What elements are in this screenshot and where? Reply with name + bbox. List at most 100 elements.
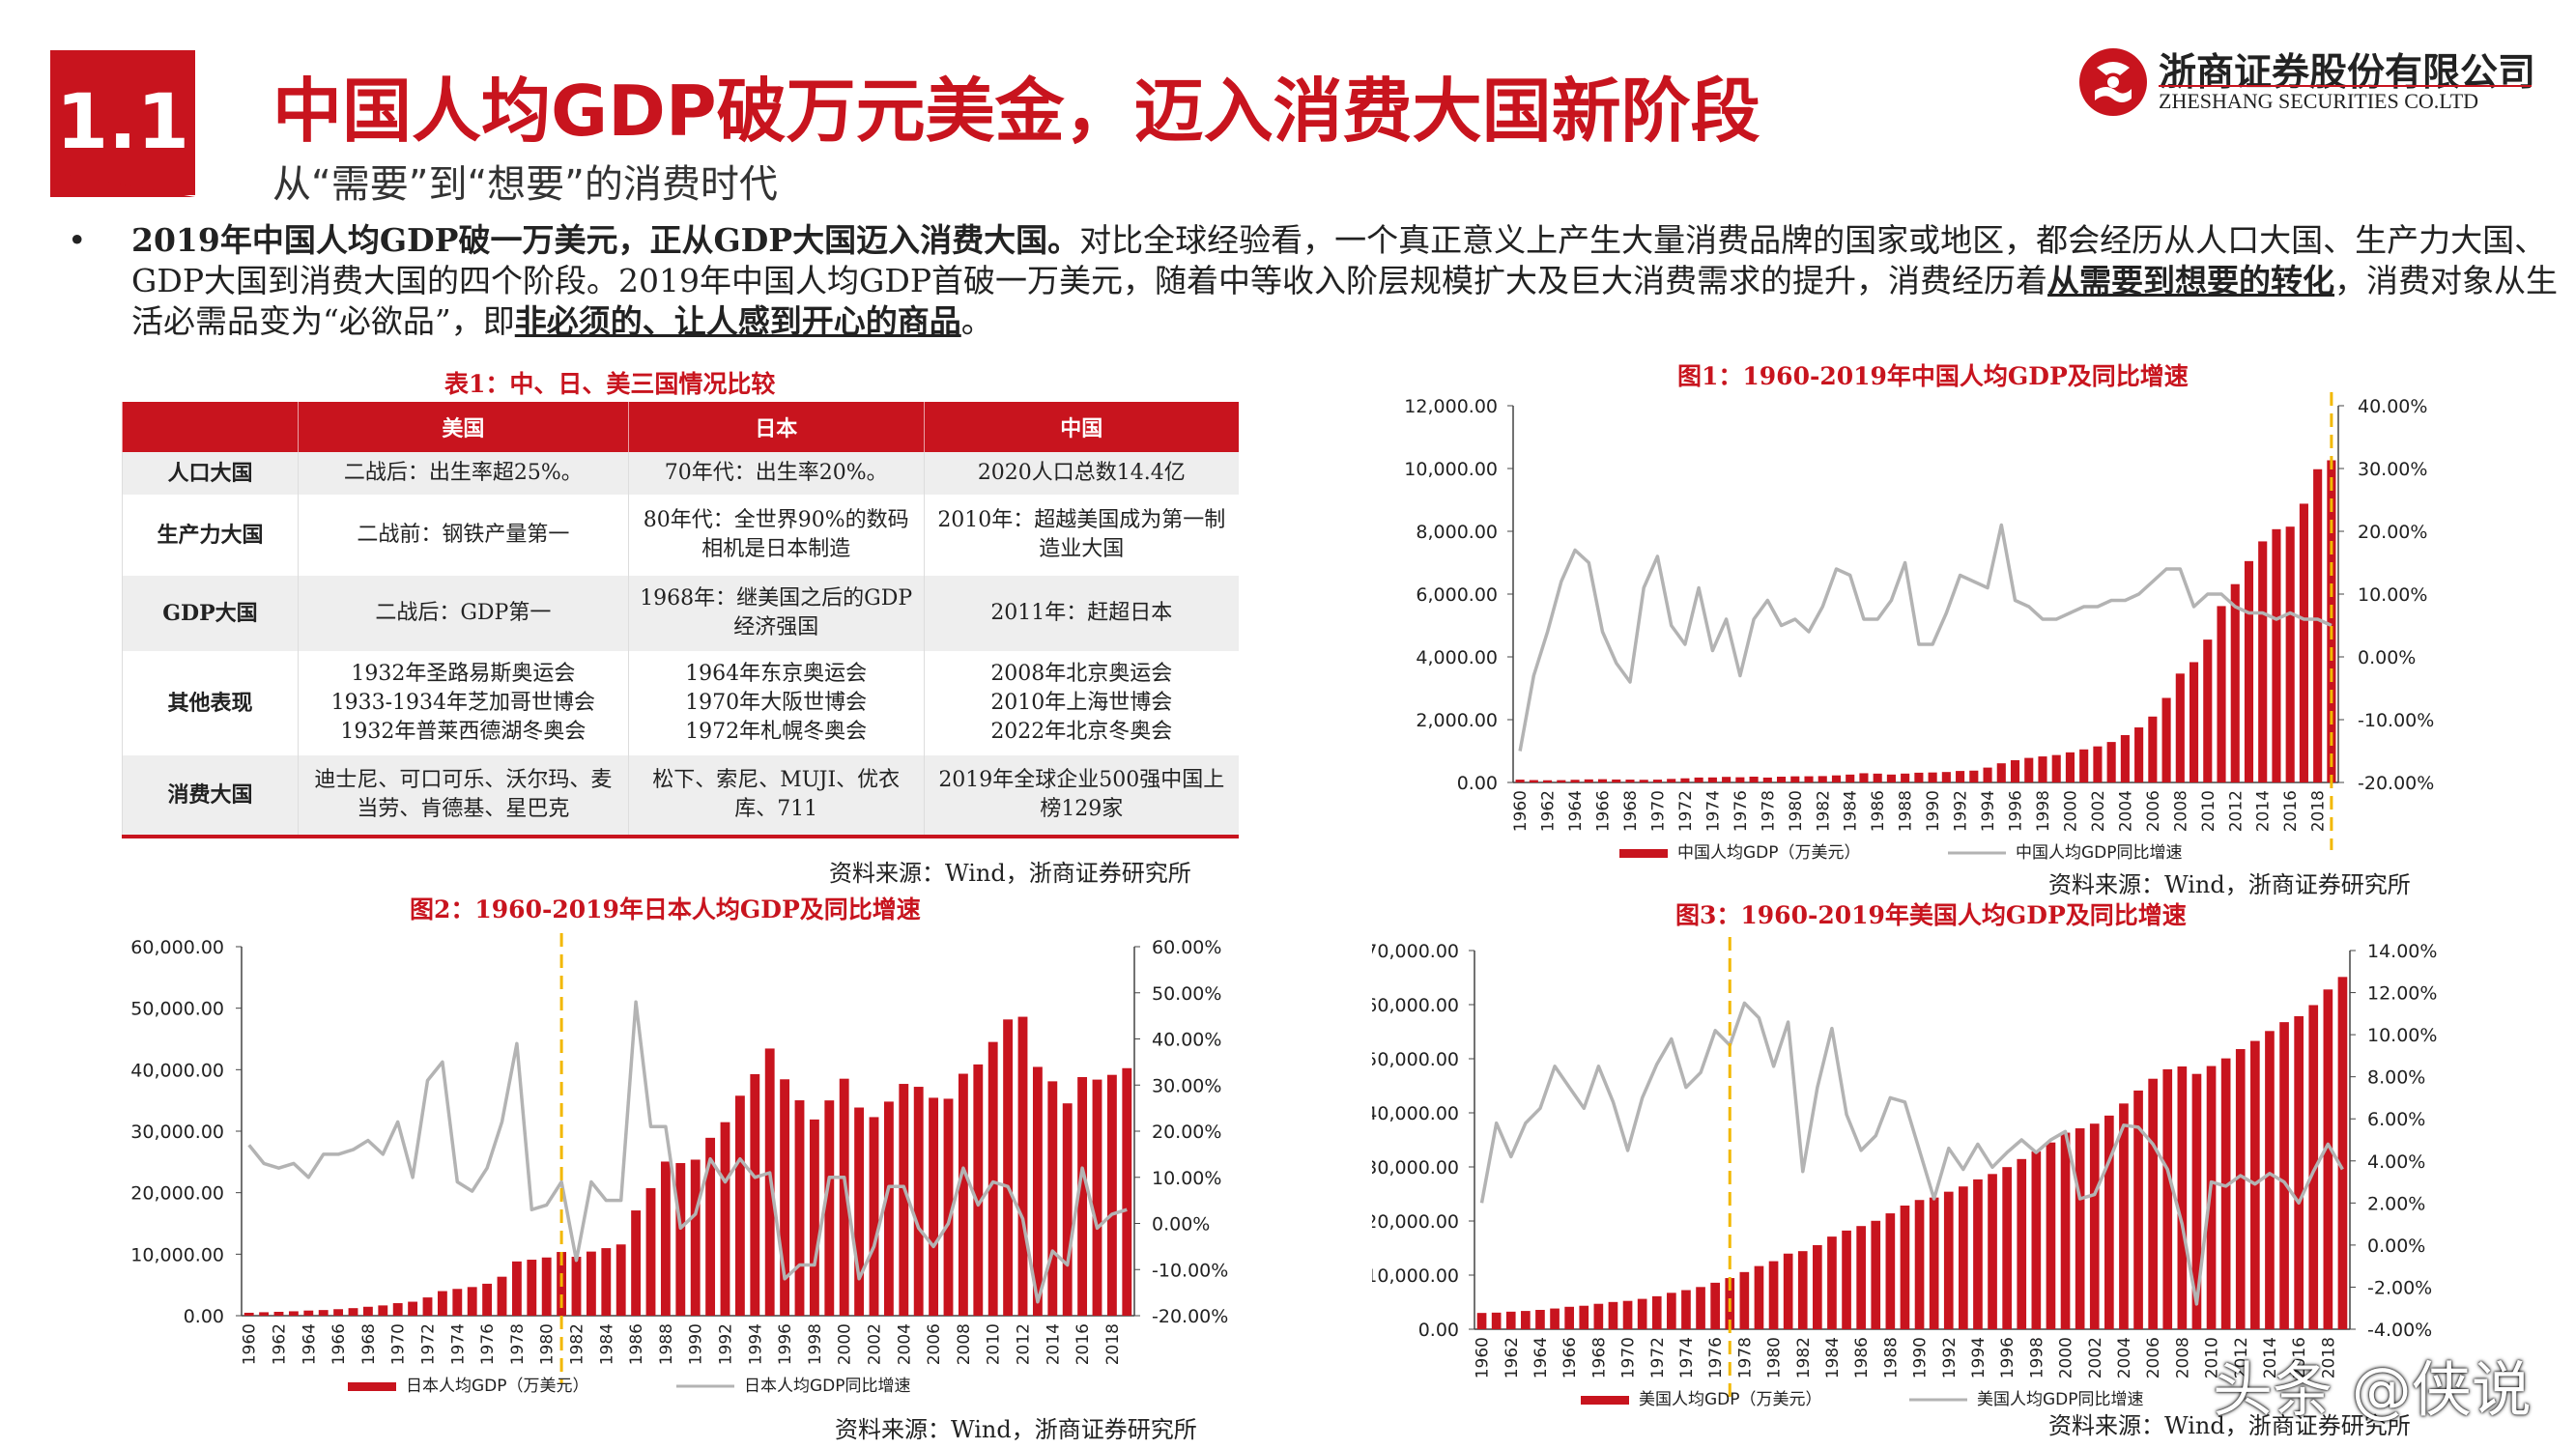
gdp-bar	[2051, 754, 2061, 782]
table-row: GDP大国 二战后：GDP第一 1968年：继美国之后的GDP经济强国 2011…	[122, 576, 1239, 651]
gdp-bar	[2075, 1128, 2085, 1329]
gdp-bar	[1003, 1019, 1014, 1316]
x-tick-label: 2014	[1044, 1323, 1063, 1365]
x-tick-label: 1996	[2007, 790, 2026, 832]
gdp-bar	[2162, 1068, 2173, 1329]
x-tick-label: 2016	[2290, 1337, 2309, 1378]
gdp-bar	[601, 1248, 612, 1316]
gdp-bar	[1062, 1103, 1073, 1316]
table-header-cell: 日本	[627, 402, 925, 452]
gdp-bar	[1988, 1174, 1997, 1329]
gdp-bar	[2272, 528, 2281, 782]
x-tick-label: 1970	[389, 1323, 409, 1365]
gdp-bar	[2265, 1031, 2275, 1329]
gdp-bar	[1842, 1230, 1851, 1329]
x-tick-label: 1982	[1814, 790, 1833, 832]
table-header-cell: 中国	[923, 402, 1239, 452]
left-tick-label: 60,000.00	[1372, 995, 1459, 1016]
left-tick-label: 40,000.00	[130, 1060, 224, 1081]
x-tick-label: 1992	[1952, 790, 1971, 832]
gdp-bar	[1914, 772, 1924, 782]
left-tick-label: 10,000.00	[130, 1244, 224, 1265]
gdp-bar	[1515, 780, 1525, 782]
table-header-cell	[122, 402, 299, 452]
gdp-bar	[734, 1095, 745, 1316]
x-tick-label: 2008	[955, 1323, 974, 1365]
gdp-bar	[1535, 1309, 1545, 1329]
gdp-bar	[333, 1309, 344, 1316]
x-tick-label: 2000	[2057, 1337, 2076, 1378]
gdp-bar	[2133, 1090, 2143, 1329]
gdp-bar	[2010, 759, 2020, 782]
page-subtitle: 从“需要”到“想要”的消费时代	[272, 162, 778, 207]
gdp-bar	[943, 1098, 954, 1316]
right-tick-label: 40.00%	[1152, 1030, 1221, 1051]
legend-bar-label: 中国人均GDP（万美元）	[1677, 843, 1861, 863]
gdp-bar	[541, 1257, 552, 1316]
gdp-bar	[1804, 776, 1814, 782]
x-tick-label: 1972	[1676, 790, 1696, 832]
x-tick-label: 2014	[2254, 790, 2274, 832]
gdp-bar	[2217, 606, 2226, 782]
left-tick-label: 30,000.00	[1372, 1157, 1459, 1179]
x-tick-label: 1972	[419, 1323, 439, 1365]
left-tick-label: 0.00	[1418, 1320, 1459, 1341]
gdp-bar	[1696, 1287, 1705, 1329]
right-tick-label: 40.00%	[2358, 396, 2427, 417]
left-tick-label: 60,000.00	[130, 937, 224, 958]
right-tick-label: 2.00%	[2367, 1193, 2425, 1214]
chart-usa-source: 资料来源：Wind，浙商证券研究所	[2048, 1412, 2411, 1439]
table-cell: 1932年圣路易斯奥运会 1933-1934年芝加哥世博会 1932年普莱西德湖…	[297, 651, 629, 755]
x-tick-label: 1986	[1852, 1337, 1872, 1378]
table-cell: 2019年全球企业500强中国上榜129家	[923, 755, 1239, 838]
gdp-bar	[2177, 1066, 2188, 1329]
gdp-bar	[1597, 779, 1608, 782]
gdp-bar	[378, 1305, 388, 1316]
x-tick-label: 2002	[2089, 790, 2108, 832]
gdp-bar	[1593, 1303, 1604, 1329]
gdp-bar	[2230, 583, 2240, 782]
right-tick-label: 50.00%	[1152, 983, 1221, 1005]
x-tick-label: 1970	[1648, 790, 1668, 832]
gdp-bar	[1710, 1282, 1720, 1329]
table-cell: 70年代：出生率20%。	[627, 452, 925, 495]
x-tick-label: 1990	[687, 1323, 706, 1365]
x-tick-label: 2012	[2226, 790, 2246, 832]
table-caption: 表1：中、日、美三国情况比较	[444, 370, 776, 398]
x-tick-label: 1970	[1619, 1337, 1639, 1378]
chart-china-title: 图1：1960-2019年中国人均GDP及同比增速	[1677, 362, 2189, 390]
gdp-bar	[675, 1163, 686, 1316]
gdp-bar	[2206, 1065, 2217, 1329]
table-cell: 1964年东京奥运会 1970年大阪世博会 1972年札幌冬奥会	[627, 651, 925, 755]
right-tick-label: 14.00%	[2367, 941, 2437, 962]
legend-line-label: 日本人均GDP同比增速	[744, 1377, 911, 1396]
table-cell: 2010年：超越美国成为第一制造业大国	[923, 495, 1239, 576]
right-tick-label: 30.00%	[2358, 459, 2427, 480]
gdp-bar	[408, 1301, 418, 1316]
gdp-bar	[899, 1084, 909, 1316]
gdp-bar	[1092, 1079, 1102, 1316]
right-tick-label: 60.00%	[1152, 937, 1221, 958]
x-tick-label: 1998	[2034, 790, 2053, 832]
x-tick-label: 1974	[448, 1323, 468, 1365]
x-tick-label: 1960	[1474, 1337, 1493, 1378]
table-cell: 迪士尼、可口可乐、沃尔玛、麦当劳、肯德基、星巴克	[297, 755, 629, 838]
gdp-bar	[2323, 989, 2333, 1329]
x-tick-label: 1998	[806, 1323, 825, 1365]
x-tick-label: 2002	[866, 1323, 885, 1365]
gdp-bar	[1859, 773, 1869, 782]
gdp-bar	[2327, 460, 2336, 782]
gdp-bar	[1584, 779, 1593, 782]
gdp-bar	[2002, 1167, 2012, 1329]
intro-text: 2019年中国人均GDP破一万美元，正从GDP大国迈入消费大国。对比全球经验看，…	[131, 220, 2566, 342]
gdp-bar	[1625, 780, 1635, 782]
gdp-bar	[1959, 1186, 1968, 1329]
gdp-bar	[467, 1287, 477, 1316]
x-tick-label: 1976	[478, 1323, 498, 1365]
gdp-bar	[854, 1107, 865, 1316]
gdp-bar	[2060, 1132, 2071, 1329]
x-tick-label: 1972	[1648, 1337, 1668, 1378]
gdp-bar	[1680, 778, 1690, 782]
x-tick-label: 1964	[300, 1323, 319, 1365]
gdp-bar	[1914, 1200, 1925, 1329]
